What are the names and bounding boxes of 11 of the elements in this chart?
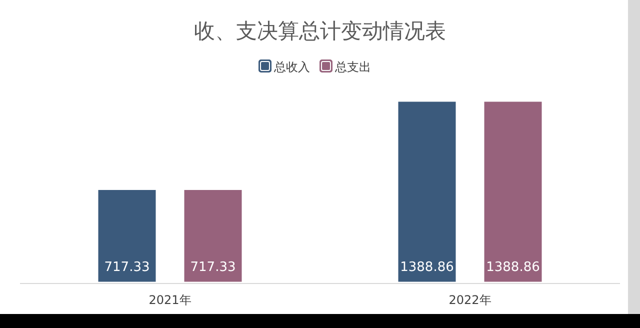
chart-title: 收、支决算总计变动情况表 xyxy=(194,19,446,43)
data-label: 1388.86 xyxy=(486,260,540,275)
data-label: 1388.86 xyxy=(400,260,454,275)
data-label: 717.33 xyxy=(190,260,236,275)
legend-item: 总收入 xyxy=(258,60,310,74)
legend-label: 总支出 xyxy=(334,60,371,74)
x-tick-label: 2022年 xyxy=(448,293,492,307)
x-tick-label: 2021年 xyxy=(148,293,192,307)
legend-label: 总收入 xyxy=(273,60,310,74)
legend-item: 总支出 xyxy=(320,60,371,74)
data-label: 717.33 xyxy=(104,260,150,275)
